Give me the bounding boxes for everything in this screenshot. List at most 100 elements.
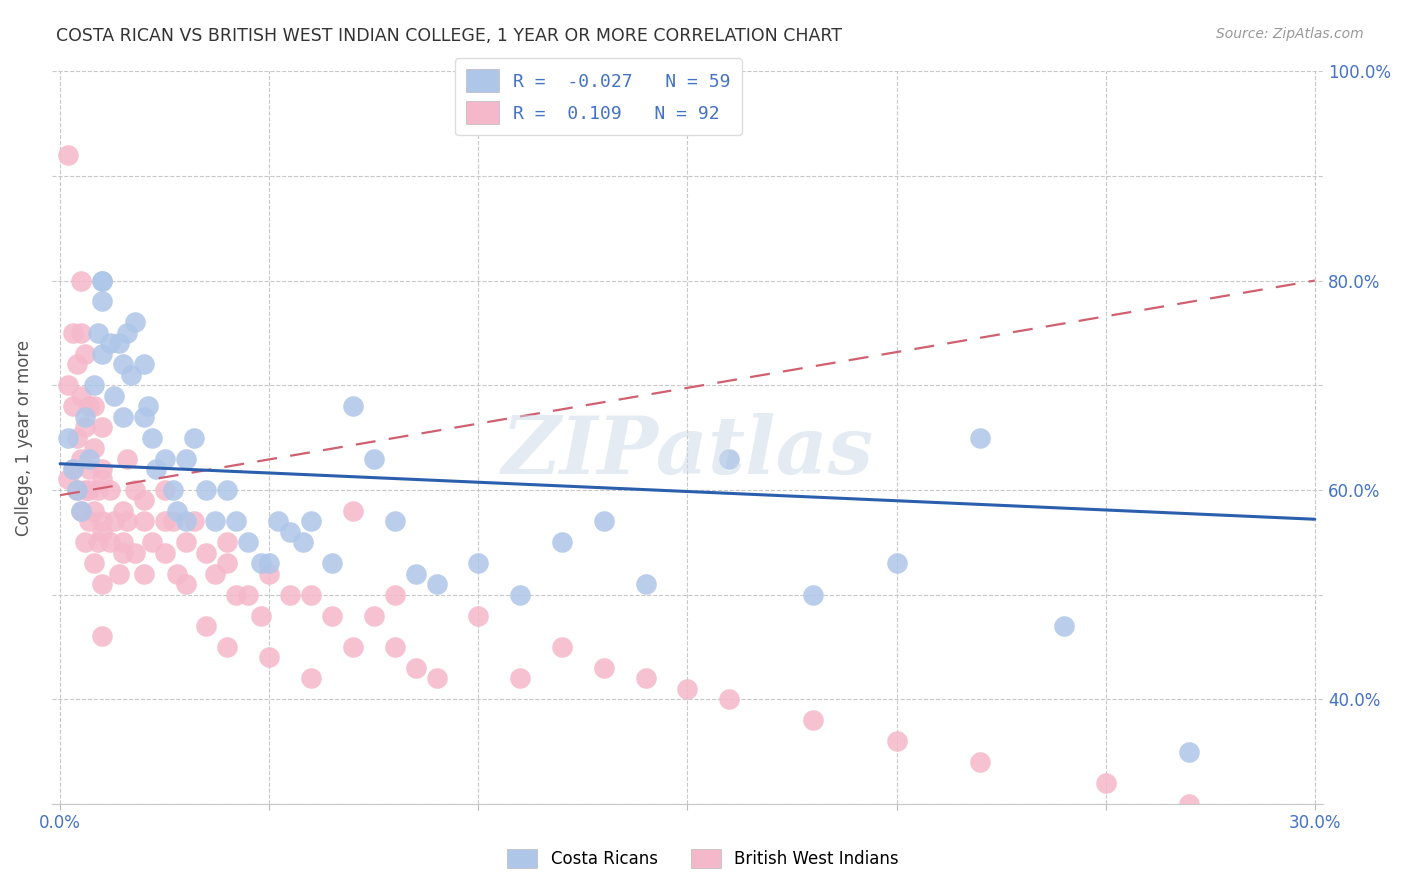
Point: [217, 640, 239, 654]
Point: [111, 357, 134, 371]
Point: [886, 734, 908, 748]
Point: [405, 661, 427, 675]
Point: [217, 535, 239, 549]
Point: [75, 347, 97, 361]
Point: [278, 588, 301, 602]
Point: [718, 451, 741, 466]
Point: [58, 378, 80, 392]
Point: [969, 755, 991, 769]
Point: [886, 556, 908, 570]
Point: [166, 566, 188, 581]
Point: [1094, 776, 1116, 790]
Point: [801, 588, 824, 602]
Point: [83, 399, 105, 413]
Point: [66, 483, 89, 497]
Point: [183, 514, 205, 528]
Point: [115, 326, 138, 340]
Point: [75, 420, 97, 434]
Point: [509, 588, 531, 602]
Point: [115, 451, 138, 466]
Point: [405, 566, 427, 581]
Point: [111, 546, 134, 560]
Point: [124, 315, 146, 329]
Point: [509, 671, 531, 685]
Point: [70, 389, 93, 403]
Point: [111, 409, 134, 424]
Point: [70, 504, 93, 518]
Point: [291, 535, 314, 549]
Point: [120, 368, 142, 382]
Point: [62, 399, 84, 413]
Point: [103, 514, 125, 528]
Y-axis label: College, 1 year or more: College, 1 year or more: [15, 340, 32, 535]
Point: [107, 566, 129, 581]
Point: [153, 546, 176, 560]
Point: [136, 399, 159, 413]
Point: [115, 514, 138, 528]
Point: [132, 409, 155, 424]
Point: [634, 577, 657, 591]
Point: [266, 514, 288, 528]
Point: [299, 671, 322, 685]
Point: [70, 451, 93, 466]
Point: [195, 546, 218, 560]
Point: [62, 326, 84, 340]
Point: [166, 504, 188, 518]
Point: [91, 420, 114, 434]
Point: [66, 357, 89, 371]
Point: [132, 514, 155, 528]
Point: [70, 326, 93, 340]
Point: [718, 692, 741, 706]
Point: [87, 483, 110, 497]
Point: [250, 608, 273, 623]
Point: [79, 514, 101, 528]
Point: [551, 640, 574, 654]
Point: [551, 535, 574, 549]
Point: [1178, 745, 1201, 759]
Point: [91, 514, 114, 528]
Point: [634, 671, 657, 685]
Point: [342, 640, 364, 654]
Point: [225, 588, 247, 602]
Point: [162, 483, 184, 497]
Point: [83, 504, 105, 518]
Point: [132, 493, 155, 508]
Point: [467, 556, 489, 570]
Point: [225, 514, 247, 528]
Point: [425, 671, 447, 685]
Point: [98, 336, 121, 351]
Point: [801, 713, 824, 727]
Point: [107, 336, 129, 351]
Point: [195, 483, 218, 497]
Point: [66, 431, 89, 445]
Point: [83, 556, 105, 570]
Point: [425, 577, 447, 591]
Point: [204, 566, 226, 581]
Point: [87, 326, 110, 340]
Point: [79, 462, 101, 476]
Point: [111, 504, 134, 518]
Point: [384, 514, 406, 528]
Point: [174, 577, 197, 591]
Point: [58, 148, 80, 162]
Point: [299, 588, 322, 602]
Point: [75, 409, 97, 424]
Point: [1053, 619, 1076, 633]
Point: [321, 556, 343, 570]
Point: [342, 399, 364, 413]
Point: [183, 431, 205, 445]
Point: [592, 514, 614, 528]
Point: [278, 524, 301, 539]
Point: [238, 535, 260, 549]
Point: [132, 566, 155, 581]
Text: COSTA RICAN VS BRITISH WEST INDIAN COLLEGE, 1 YEAR OR MORE CORRELATION CHART: COSTA RICAN VS BRITISH WEST INDIAN COLLE…: [56, 27, 842, 45]
Point: [141, 535, 163, 549]
Point: [91, 630, 114, 644]
Point: [141, 431, 163, 445]
Point: [174, 535, 197, 549]
Point: [257, 650, 280, 665]
Point: [132, 357, 155, 371]
Point: [75, 535, 97, 549]
Point: [321, 608, 343, 623]
Point: [124, 483, 146, 497]
